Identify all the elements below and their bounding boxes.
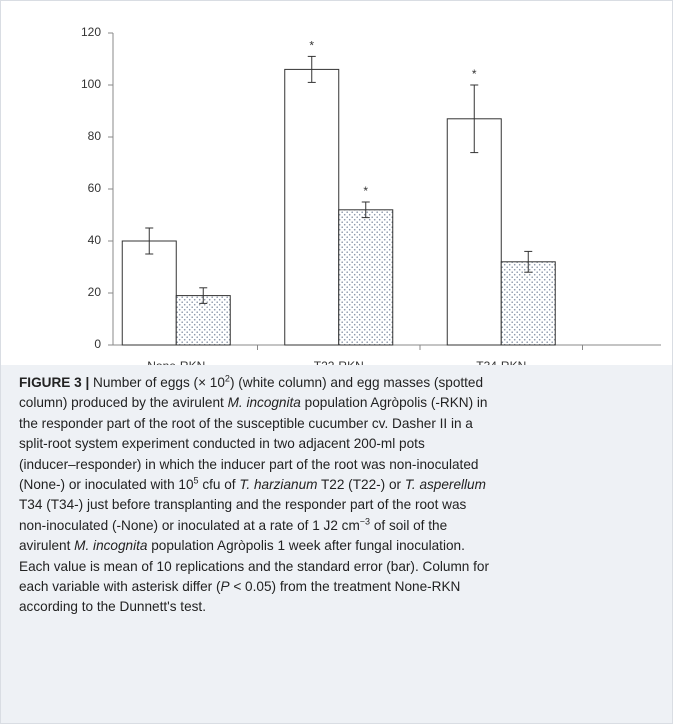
caption-line: FIGURE 3 | Number of eggs (× 102) (white… <box>19 373 672 393</box>
caption-text: cfu of <box>198 477 240 493</box>
caption-text: Each value is mean of 10 replications an… <box>19 558 489 574</box>
caption-line: (None-) or inoculated with 105 cfu of T.… <box>19 475 672 495</box>
caption-italic: M. incognita <box>74 538 148 554</box>
x-tick-label: None-RKN <box>147 359 205 365</box>
caption-text: avirulent <box>19 538 75 554</box>
y-tick-label: 120 <box>81 25 101 39</box>
error-bar <box>145 227 154 255</box>
caption-line: Each value is mean of 10 replications an… <box>19 557 672 577</box>
caption-text: T34 (T34-) just before transplanting and… <box>19 497 467 513</box>
caption-italic: T. harzianum <box>239 477 318 493</box>
bar <box>338 209 394 346</box>
caption-line: the responder part of the root of the su… <box>19 414 672 434</box>
caption-text: each variable with asterisk differ ( <box>19 579 221 595</box>
x-tick-label: T34-RKN <box>476 359 526 365</box>
chart: 0 20 40 60 80 100 120 None-RKN T22-RKN * * T34-RKN * <box>81 25 661 365</box>
caption-line: each variable with asterisk differ (P < … <box>19 577 672 597</box>
caption-text: (None-) or inoculated with 10 <box>19 477 194 493</box>
caption-line: (inducer–responder) in which the inducer… <box>19 455 672 475</box>
caption-text: column) produced by the avirulent <box>19 395 228 411</box>
error-bar <box>199 287 208 304</box>
y-tick-label: 100 <box>81 77 101 91</box>
error-bar <box>361 201 370 219</box>
significance-marker: * <box>309 39 314 53</box>
bar <box>500 261 556 346</box>
caption-text: ) (white column) and egg masses (spotted <box>229 375 484 390</box>
caption-sup: 5 <box>193 475 199 486</box>
caption-sup: 2 <box>224 373 230 384</box>
caption-text: according to the Dunnett's test. <box>19 599 206 615</box>
error-bar <box>307 55 316 83</box>
bar <box>284 68 340 346</box>
y-tick-label: 80 <box>88 129 102 143</box>
caption-italic: P <box>220 579 230 595</box>
x-tick-label: T22-RKN <box>314 359 364 365</box>
caption-text: split-root system experiment conducted i… <box>19 436 425 452</box>
caption-line: split-root system experiment conducted i… <box>19 434 672 454</box>
caption-text: < 0.05) from the treatment None-RKN <box>229 579 461 595</box>
caption-bold: FIGURE 3 | <box>19 375 90 390</box>
y-tick-label: 0 <box>94 337 101 351</box>
caption-text: population Agròpolis 1 week after fungal… <box>147 538 465 554</box>
caption-line: avirulent M. incognita population Agròpo… <box>19 536 672 556</box>
bar <box>446 118 502 346</box>
caption-italic: M. incognita <box>227 395 301 411</box>
caption-line: non-inoculated (-None) or inoculated at … <box>19 516 672 536</box>
caption-text: Number of eggs (× 10 <box>89 375 225 390</box>
caption-italic: T. asperellum <box>404 477 486 493</box>
error-bar <box>470 84 479 154</box>
significance-marker: * <box>472 67 477 81</box>
error-bar <box>524 250 533 273</box>
y-tick-label: 40 <box>88 233 102 247</box>
bar <box>121 240 177 346</box>
caption-line: T34 (T34-) just before transplanting and… <box>19 495 672 515</box>
caption-line: according to the Dunnett's test. <box>19 597 672 617</box>
caption-text: of soil of the <box>370 517 448 533</box>
caption-sup: −3 <box>359 516 371 527</box>
caption-text: T22 (T22-) or <box>317 477 405 493</box>
y-tick-label: 60 <box>88 181 102 195</box>
caption-text: population Agròpolis (-RKN) in <box>300 395 488 411</box>
caption-text: the responder part of the root of the su… <box>19 415 473 431</box>
y-tick-label: 20 <box>88 285 102 299</box>
significance-marker: * <box>363 184 368 198</box>
caption-line: column) produced by the avirulent M. inc… <box>19 393 672 413</box>
caption-text: (inducer–responder) in which the inducer… <box>19 456 479 472</box>
caption-text: non-inoculated (-None) or inoculated at … <box>19 517 360 533</box>
caption: FIGURE 3 | Number of eggs (× 102) (white… <box>1 365 672 723</box>
